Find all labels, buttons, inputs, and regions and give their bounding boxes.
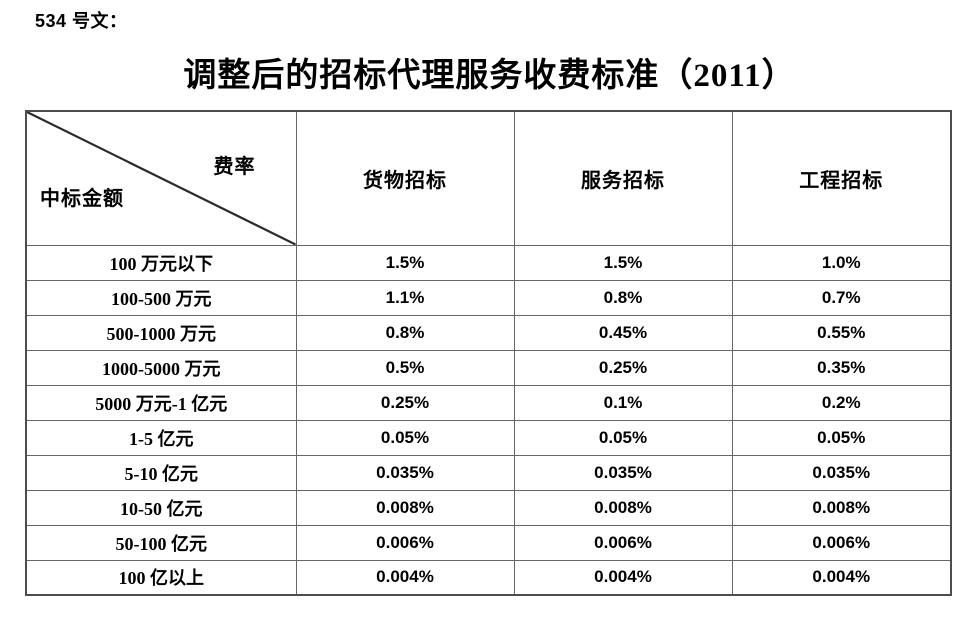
rate-cell: 0.004% [731, 559, 952, 596]
rate-cell: 0.2% [731, 384, 952, 421]
rate-cell: 0.035% [513, 454, 733, 491]
table-row: 1-5 亿元 0.05% 0.05% 0.05% [25, 419, 952, 456]
column-header-services: 服务招标 [513, 110, 733, 246]
diagonal-divider-line [27, 112, 295, 244]
amount-cell: 1-5 亿元 [25, 419, 297, 456]
rate-cell: 0.006% [731, 524, 952, 561]
rate-cell: 0.8% [295, 314, 515, 351]
corner-header-cell: 费率 中标金额 [25, 110, 297, 246]
rate-cell: 0.006% [295, 524, 515, 561]
table-row: 100-500 万元 1.1% 0.8% 0.7% [25, 279, 952, 316]
rate-cell: 0.004% [513, 559, 733, 596]
table-row: 5000 万元-1 亿元 0.25% 0.1% 0.2% [25, 384, 952, 421]
amount-cell: 5-10 亿元 [25, 454, 297, 491]
amount-cell: 100-500 万元 [25, 279, 297, 316]
rate-cell: 0.5% [295, 349, 515, 386]
table-row: 5-10 亿元 0.035% 0.035% 0.035% [25, 454, 952, 491]
rate-cell: 0.008% [295, 489, 515, 526]
rate-cell: 0.008% [513, 489, 733, 526]
table-row: 100 万元以下 1.5% 1.5% 1.0% [25, 244, 952, 281]
table-row: 10-50 亿元 0.008% 0.008% 0.008% [25, 489, 952, 526]
rate-cell: 1.1% [295, 279, 515, 316]
rate-cell: 1.5% [513, 244, 733, 281]
document-number-label: 534 号文： [35, 11, 128, 31]
amount-cell: 5000 万元-1 亿元 [25, 384, 297, 421]
rate-cell: 0.25% [295, 384, 515, 421]
amount-cell: 1000-5000 万元 [25, 349, 297, 386]
rate-cell: 0.05% [731, 419, 952, 456]
rate-cell: 0.006% [513, 524, 733, 561]
rate-cell: 0.004% [295, 559, 515, 596]
rate-cell: 0.035% [731, 454, 952, 491]
amount-cell: 10-50 亿元 [25, 489, 297, 526]
table-header-row: 费率 中标金额 货物招标 服务招标 工程招标 [25, 110, 952, 246]
rate-cell: 1.5% [295, 244, 515, 281]
rate-cell: 0.35% [731, 349, 952, 386]
rate-cell: 0.55% [731, 314, 952, 351]
amount-cell: 100 亿以上 [25, 559, 297, 596]
rate-cell: 0.8% [513, 279, 733, 316]
table-row: 50-100 亿元 0.006% 0.006% 0.006% [25, 524, 952, 561]
corner-label-bid-amount: 中标金额 [40, 188, 124, 210]
rate-cell: 0.035% [295, 454, 515, 491]
rate-cell: 0.05% [295, 419, 515, 456]
page-title: 调整后的招标代理服务收费标准（2011） [183, 58, 796, 94]
rate-cell: 0.05% [513, 419, 733, 456]
amount-cell: 50-100 亿元 [25, 524, 297, 561]
rate-cell: 0.008% [731, 489, 952, 526]
amount-cell: 100 万元以下 [25, 244, 297, 281]
fee-standard-table: 费率 中标金额 货物招标 服务招标 工程招标 100 万元以下 1.5% 1.5… [25, 110, 952, 596]
rate-cell: 1.0% [731, 244, 952, 281]
column-header-engineering: 工程招标 [731, 110, 952, 246]
table-row: 500-1000 万元 0.8% 0.45% 0.55% [25, 314, 952, 351]
column-header-goods: 货物招标 [295, 110, 515, 246]
rate-cell: 0.7% [731, 279, 952, 316]
table-row: 1000-5000 万元 0.5% 0.25% 0.35% [25, 349, 952, 386]
rate-cell: 0.1% [513, 384, 733, 421]
rate-cell: 0.25% [513, 349, 733, 386]
table-row: 100 亿以上 0.004% 0.004% 0.004% [25, 559, 952, 596]
rate-cell: 0.45% [513, 314, 733, 351]
corner-label-fee-rate: 费率 [213, 156, 256, 178]
amount-cell: 500-1000 万元 [25, 314, 297, 351]
